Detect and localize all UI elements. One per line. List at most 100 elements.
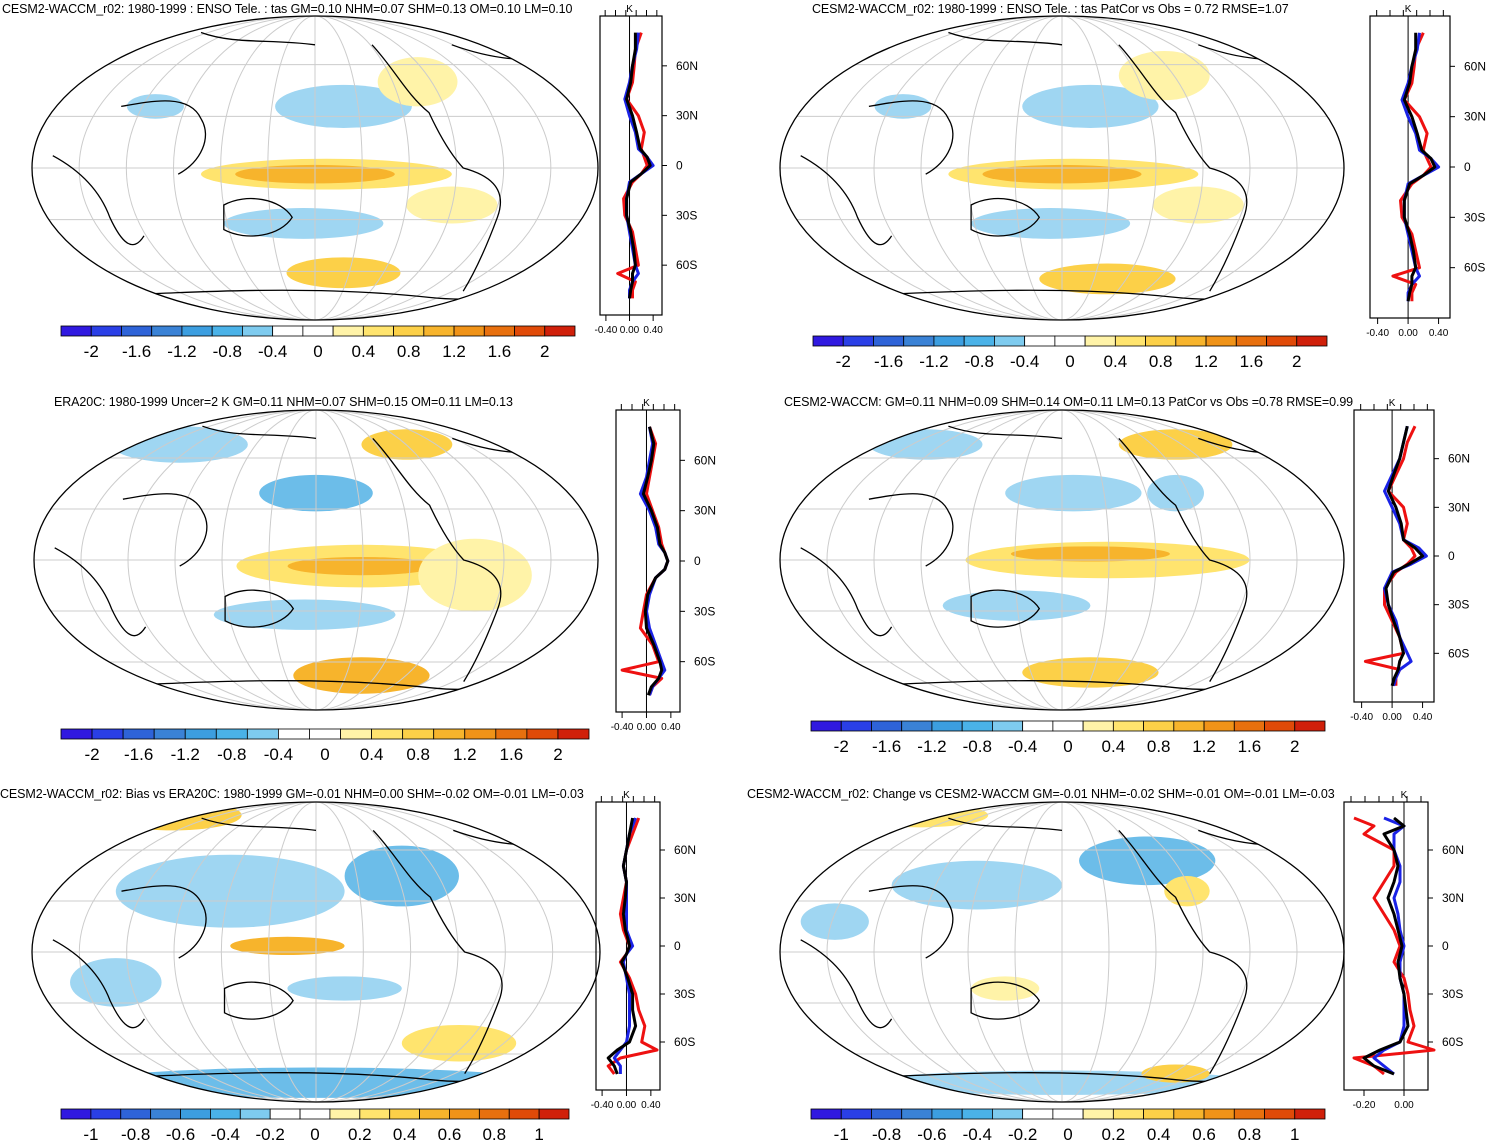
colorbar-label: -2: [84, 342, 99, 361]
lat-tick-label: 60N: [676, 59, 698, 73]
coastline: [372, 829, 503, 1074]
lat-tick-label: 0: [1442, 939, 1449, 953]
coastline: [202, 425, 317, 440]
colorbar-swatch: [1173, 720, 1205, 732]
colorbar-swatch: [840, 1108, 872, 1120]
unit-label: K: [626, 4, 633, 15]
colorbar-label: 1.6: [1238, 737, 1262, 756]
coastline: [224, 589, 295, 628]
coastline: [1118, 44, 1248, 292]
lat-tick-label: 60S: [674, 1035, 695, 1049]
colorbar-swatch: [269, 1108, 301, 1120]
anomaly-region: [1039, 263, 1176, 295]
black-series-line: [606, 817, 638, 1075]
anomaly-region: [401, 1024, 517, 1062]
colorbar-swatch: [840, 720, 872, 732]
colorbar: -1 -0.8 -0.6 -0.4 -0.2 0 0.2 0.4 0.6 0.8 1: [810, 1108, 1326, 1143]
colorbar-swatch: [419, 1108, 450, 1120]
colorbar-swatch: [122, 728, 155, 740]
colorbar-swatch: [526, 728, 559, 740]
colorbar-swatch: [992, 720, 1024, 732]
colorbar-swatch: [1175, 335, 1207, 347]
longitude-gridline: [220, 802, 317, 1102]
longitude-gridline: [1061, 410, 1204, 710]
coastline: [800, 155, 893, 246]
colorbar-label: 0.8: [406, 745, 430, 764]
anomaly-region: [971, 208, 1131, 239]
colorbar-label: -1.6: [122, 342, 151, 361]
longitude-gridline: [315, 410, 505, 710]
anomaly-region: [293, 657, 430, 694]
anomaly-region: [287, 556, 436, 576]
coastline: [372, 437, 502, 682]
colorbar-swatch: [963, 335, 995, 347]
coastline: [868, 100, 954, 175]
colorbar-swatch: [1082, 720, 1114, 732]
anomaly-region: [213, 599, 396, 630]
anomaly-region: [361, 429, 453, 460]
colorbar-swatch: [1235, 335, 1267, 347]
colorbar-label: 2: [540, 342, 549, 361]
colorbar-swatch: [1054, 335, 1086, 347]
colorbar-swatch: [402, 728, 435, 740]
x-tick-label: 0.40: [661, 722, 681, 733]
map-border: [33, 409, 599, 711]
x-tick-label: 0.40: [1413, 712, 1433, 723]
lat-tick-label: 0: [694, 554, 701, 568]
world-map: [31, 801, 601, 1103]
longitude-gridline: [1014, 16, 1063, 320]
colorbar-label: 1.2: [1192, 737, 1216, 756]
colorbar-swatch: [90, 325, 122, 337]
coastline: [970, 589, 1041, 628]
colorbar-swatch: [362, 325, 394, 337]
colorbar-swatch: [184, 728, 217, 740]
colorbar-swatch: [371, 728, 404, 740]
colorbar-label: 1.2: [453, 745, 477, 764]
colorbar-label: 0.4: [1102, 737, 1126, 756]
lat-tick-label: 30N: [1448, 500, 1470, 514]
unit-label: K: [643, 398, 650, 409]
longitude-gridline: [920, 16, 1063, 320]
colorbar-label: -0.8: [872, 1125, 901, 1143]
coastline: [223, 197, 293, 237]
colorbar-label: -2: [834, 737, 849, 756]
zonal-mean-plot: K 60N 30N 0 30S 60S -0.20 0.00: [1343, 790, 1464, 1111]
colorbar-swatch: [1112, 720, 1144, 732]
world-map: [31, 15, 599, 321]
colorbar-swatch: [483, 325, 515, 337]
colorbar-label: 0: [1065, 352, 1074, 371]
coastline: [868, 885, 954, 959]
lat-tick-label: 0: [1464, 160, 1471, 174]
colorbar-label: -2: [84, 745, 99, 764]
colorbar: -2 -1.6 -1.2 -0.8 -0.4 0 0.4 0.8 1.2 1.6 2: [60, 728, 590, 764]
lat-tick-label: 60S: [676, 258, 697, 272]
colorbar-label: -1.2: [171, 745, 200, 764]
world-map: [779, 409, 1345, 711]
longitude-gridline: [315, 802, 554, 1102]
colorbar-swatch: [464, 728, 497, 740]
x-tick-label: 0.40: [643, 325, 663, 336]
lat-tick-label: 30S: [1464, 210, 1485, 224]
longitude-gridline: [873, 802, 1063, 1102]
x-tick-label: 0.00: [637, 722, 657, 733]
colorbar-swatch: [239, 1108, 271, 1120]
coastline: [948, 31, 1063, 46]
colorbar-label: 1.6: [500, 745, 524, 764]
colorbar-label: 0.4: [1147, 1125, 1171, 1143]
anomaly-region: [104, 802, 242, 831]
colorbar-label: 1.6: [488, 342, 512, 361]
red-series-line: [1352, 816, 1436, 1076]
lat-tick-label: 0: [1448, 549, 1455, 563]
colorbar-swatch: [992, 1108, 1024, 1120]
colorbar-label: 0.8: [1238, 1125, 1262, 1143]
colorbar-label: 0.4: [1104, 352, 1128, 371]
colorbar-label: 1.2: [442, 342, 466, 361]
colorbar-swatch: [180, 1108, 211, 1120]
colorbar-swatch: [215, 728, 248, 740]
longitude-gridline: [126, 802, 317, 1102]
colorbar-swatch: [1052, 1108, 1084, 1120]
colorbar-swatch: [453, 325, 485, 337]
longitude-gridline: [1061, 802, 1251, 1102]
longitude-gridline: [1014, 410, 1063, 710]
anomaly-region: [800, 903, 869, 940]
